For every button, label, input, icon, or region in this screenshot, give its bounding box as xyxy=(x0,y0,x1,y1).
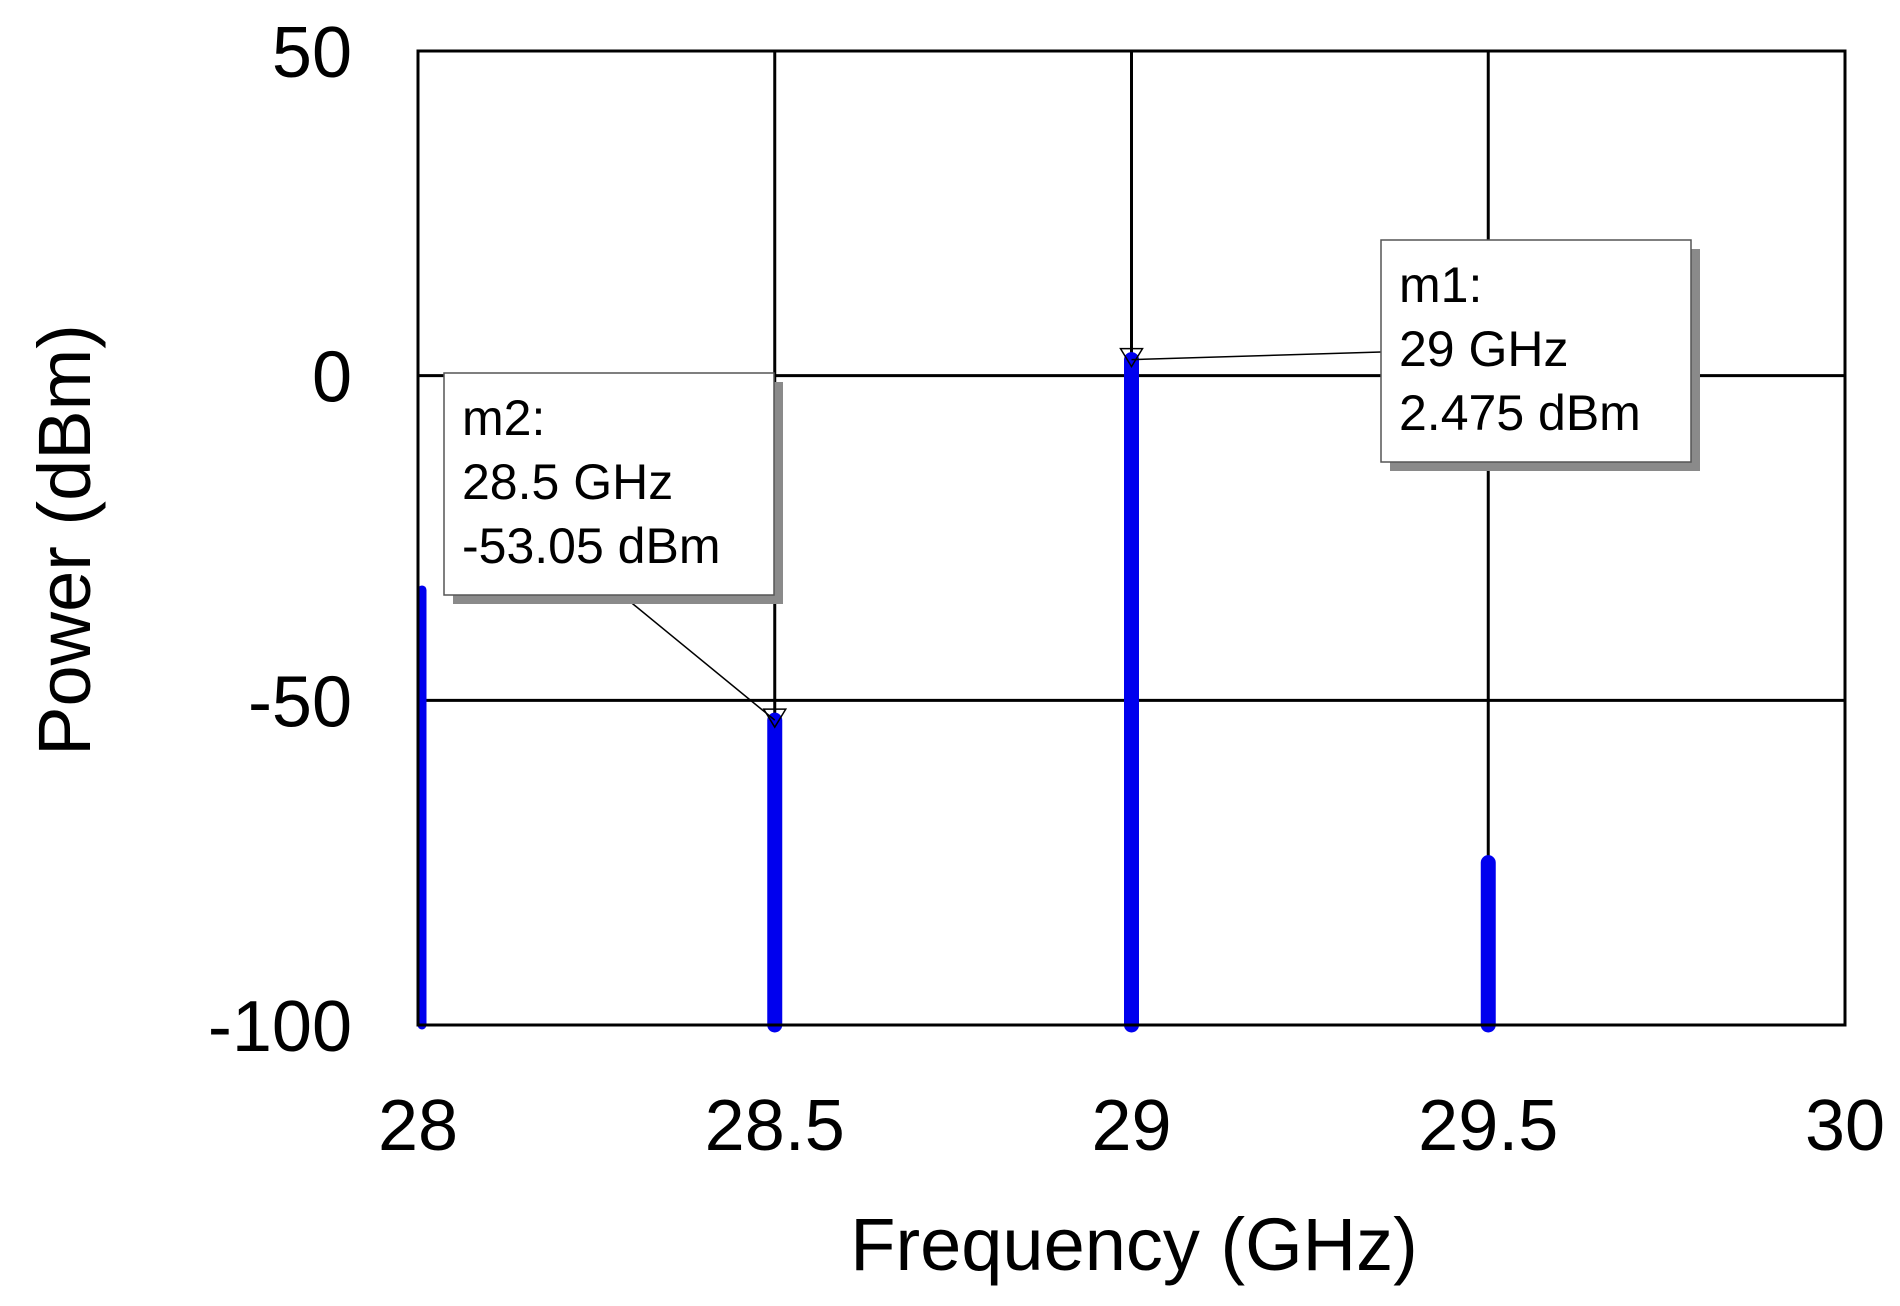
marker-text: m2: xyxy=(462,390,545,446)
y-tick-label: 50 xyxy=(272,13,352,93)
y-tick-label: -50 xyxy=(248,662,352,742)
x-tick-label: 28.5 xyxy=(705,1086,845,1166)
tick-labels: 28 28.5 29 29.5 30 50 0 -50 -100 xyxy=(208,13,1885,1166)
x-tick-label: 28 xyxy=(378,1086,458,1166)
y-axis-title: Power (dBm) xyxy=(23,324,106,756)
marker-box xyxy=(1380,239,1692,463)
y-tick-label: 0 xyxy=(312,338,352,418)
x-tick-label: 29.5 xyxy=(1418,1086,1558,1166)
markers: m1: 29 GHz 2.475 dBm m2: 28.5 GHz -53.05 dBm xyxy=(443,239,1700,729)
marker-triangle xyxy=(762,708,788,729)
y-tick-label: -100 xyxy=(208,987,352,1067)
marker-leader-line xyxy=(621,594,776,721)
marker-leader-line xyxy=(1131,351,1382,361)
x-axis-title: Frequency (GHz) xyxy=(850,1203,1417,1286)
marker-text: -53.05 dBm xyxy=(462,518,720,574)
bars xyxy=(417,352,1496,1033)
plot-frame xyxy=(416,49,1847,1027)
marker-text: m1: xyxy=(1399,257,1482,313)
marker-box xyxy=(443,372,775,596)
plot-border xyxy=(416,49,1847,1027)
marker-triangle xyxy=(1119,347,1144,369)
marker-text: 28.5 GHz xyxy=(462,454,673,510)
marker-text: 29 GHz xyxy=(1399,321,1569,377)
x-tick-label: 30 xyxy=(1805,1086,1885,1166)
marker-text: 2.475 dBm xyxy=(1399,385,1641,441)
x-tick-label: 29 xyxy=(1091,1086,1171,1166)
